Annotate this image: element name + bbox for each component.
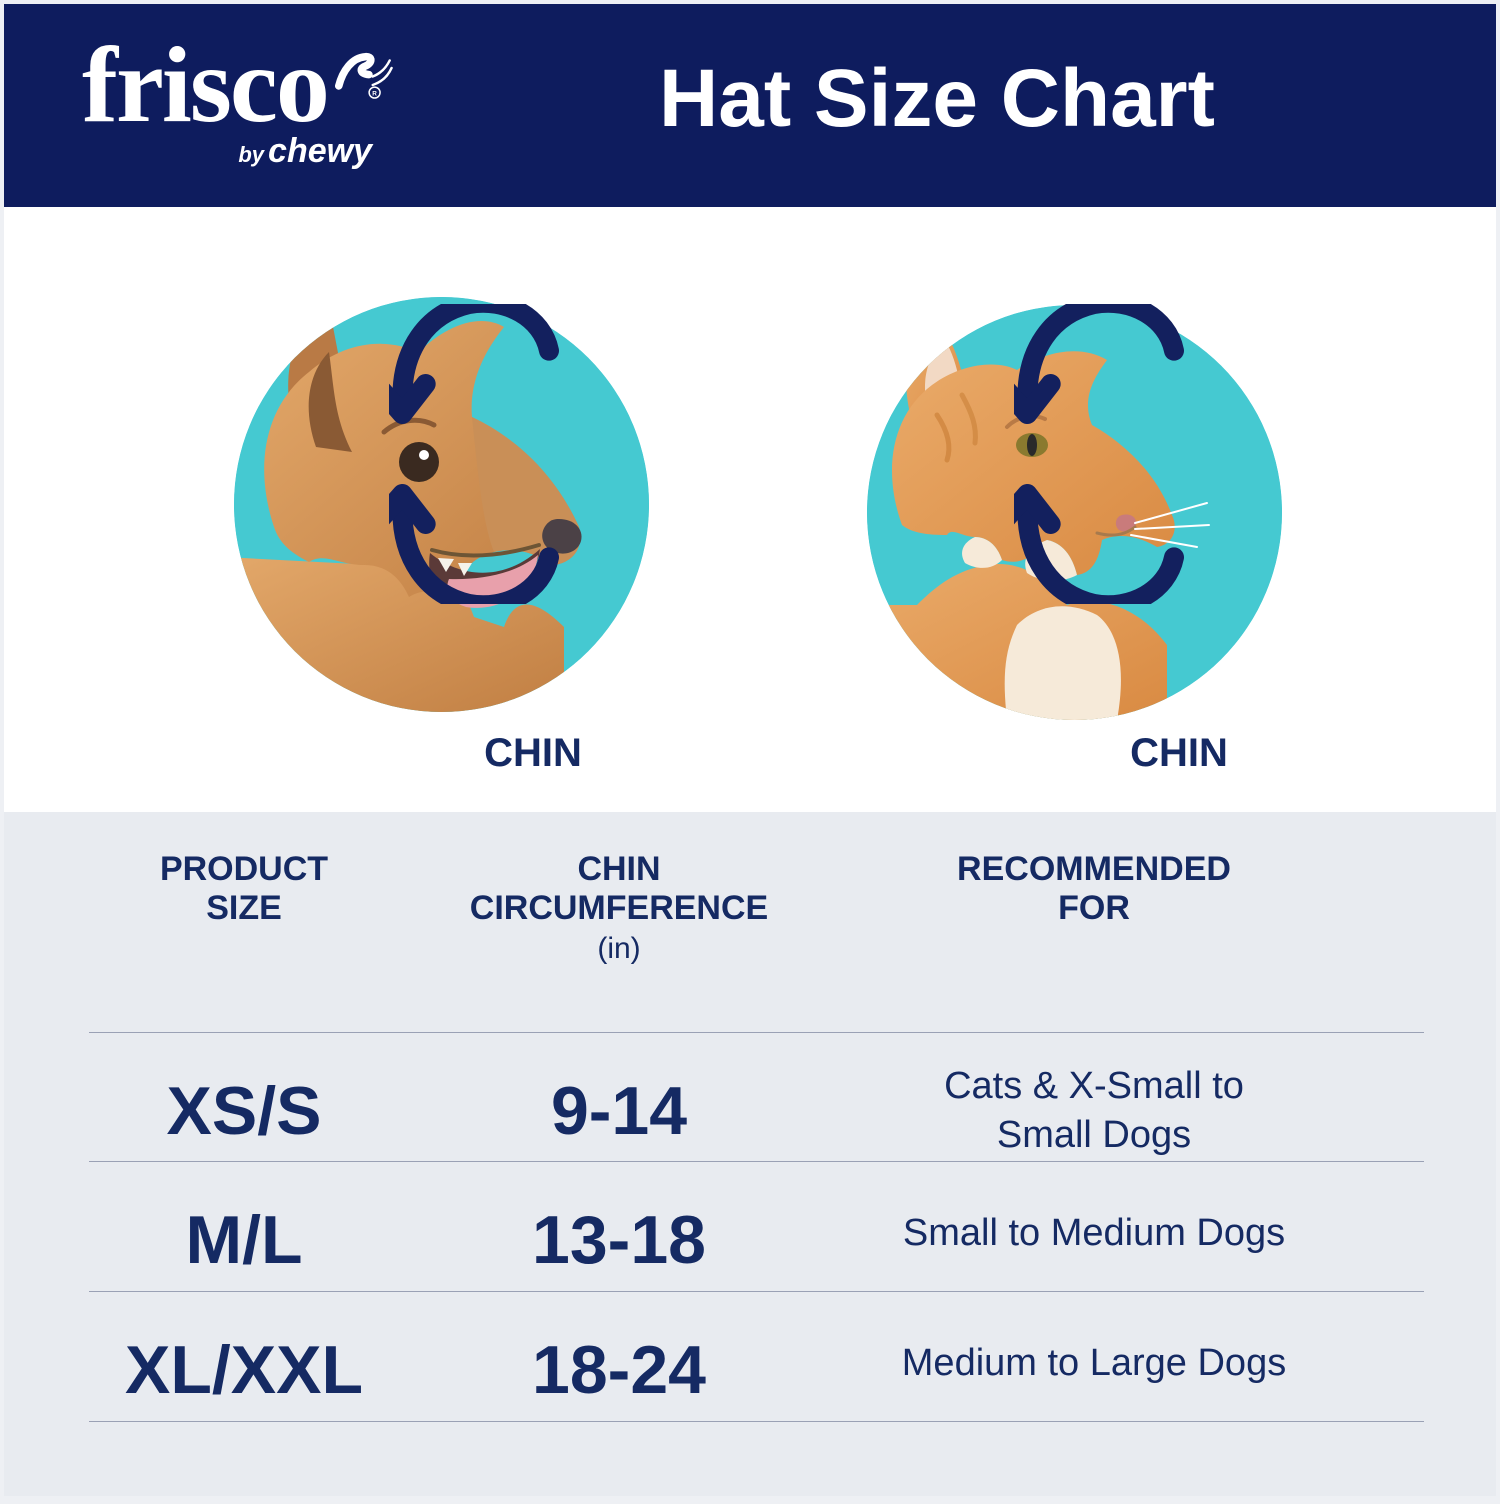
svg-text:R: R bbox=[372, 90, 377, 97]
